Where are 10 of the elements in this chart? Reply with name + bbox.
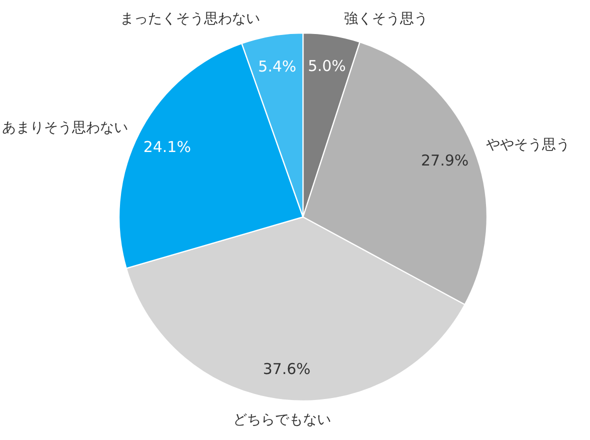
slice-label: ややそう思う: [486, 136, 570, 153]
slice-label: どちらでもない: [233, 412, 332, 428]
slice-label: まったくそう思わない: [120, 11, 260, 27]
data-label: 27.9%: [420, 151, 469, 170]
slice-label: あまりそう思わない: [2, 120, 128, 136]
data-label: 5.0%: [308, 57, 346, 76]
data-label: 24.1%: [143, 138, 191, 156]
data-label: 5.4%: [258, 57, 296, 76]
slice-label: 強くそう思う: [344, 11, 428, 27]
data-label: 37.6%: [262, 360, 311, 378]
